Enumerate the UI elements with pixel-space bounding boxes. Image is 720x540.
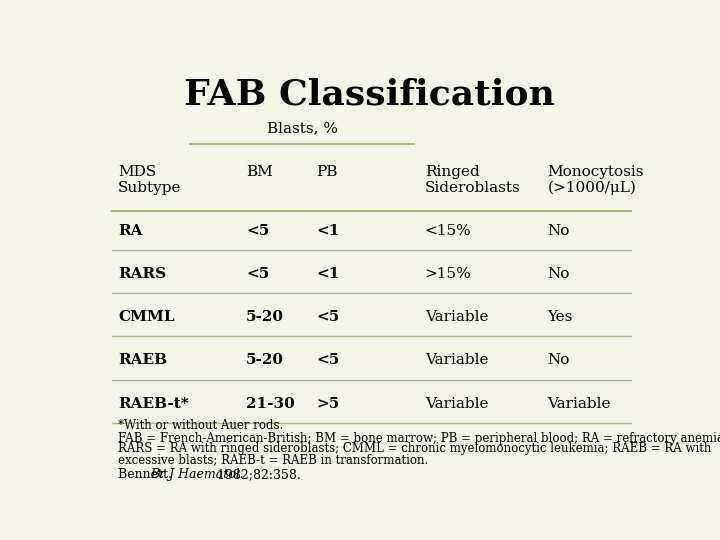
Text: *With or without Auer rods.: *With or without Auer rods. bbox=[118, 419, 283, 432]
Text: 21-30: 21-30 bbox=[246, 396, 295, 410]
Text: excessive blasts; RAEB-t = RAEB in transformation.: excessive blasts; RAEB-t = RAEB in trans… bbox=[118, 453, 428, 466]
Text: PB: PB bbox=[316, 165, 338, 179]
Text: Ringed
Sideroblasts: Ringed Sideroblasts bbox=[425, 165, 521, 195]
Text: <5: <5 bbox=[316, 310, 339, 324]
Text: Br J Haematol.: Br J Haematol. bbox=[150, 468, 244, 481]
Text: Bennett.: Bennett. bbox=[118, 468, 176, 481]
Text: <5: <5 bbox=[246, 224, 269, 238]
Text: Variable: Variable bbox=[425, 310, 488, 324]
Text: >5: >5 bbox=[316, 396, 339, 410]
Text: MDS
Subtype: MDS Subtype bbox=[118, 165, 181, 195]
Text: <15%: <15% bbox=[425, 224, 472, 238]
Text: RARS: RARS bbox=[118, 267, 166, 281]
Text: <5: <5 bbox=[246, 267, 269, 281]
Text: No: No bbox=[547, 224, 570, 238]
Text: <1: <1 bbox=[316, 224, 339, 238]
Text: Variable: Variable bbox=[425, 353, 488, 367]
Text: Variable: Variable bbox=[425, 396, 488, 410]
Text: RAEB: RAEB bbox=[118, 353, 167, 367]
Text: No: No bbox=[547, 353, 570, 367]
Text: CMML: CMML bbox=[118, 310, 174, 324]
Text: RAEB-t*: RAEB-t* bbox=[118, 396, 189, 410]
Text: 5-20: 5-20 bbox=[246, 353, 284, 367]
Text: RA: RA bbox=[118, 224, 143, 238]
Text: Variable: Variable bbox=[547, 396, 611, 410]
Text: FAB Classification: FAB Classification bbox=[184, 77, 554, 111]
Text: 5-20: 5-20 bbox=[246, 310, 284, 324]
Text: >15%: >15% bbox=[425, 267, 472, 281]
Text: RARS = RA with ringed sideroblasts; CMML = chronic myelomonocytic leukemia; RAEB: RARS = RA with ringed sideroblasts; CMML… bbox=[118, 442, 711, 455]
Text: Yes: Yes bbox=[547, 310, 573, 324]
Text: No: No bbox=[547, 267, 570, 281]
Text: <5: <5 bbox=[316, 353, 339, 367]
Text: FAB = French-American-British; BM = bone marrow; PB = peripheral blood; RA = ref: FAB = French-American-British; BM = bone… bbox=[118, 431, 720, 444]
Text: Monocytosis
(>1000/μL): Monocytosis (>1000/μL) bbox=[547, 165, 644, 195]
Text: 1982;82:358.: 1982;82:358. bbox=[213, 468, 300, 481]
Text: Blasts, %: Blasts, % bbox=[266, 121, 338, 135]
Text: <1: <1 bbox=[316, 267, 339, 281]
Text: BM: BM bbox=[246, 165, 273, 179]
